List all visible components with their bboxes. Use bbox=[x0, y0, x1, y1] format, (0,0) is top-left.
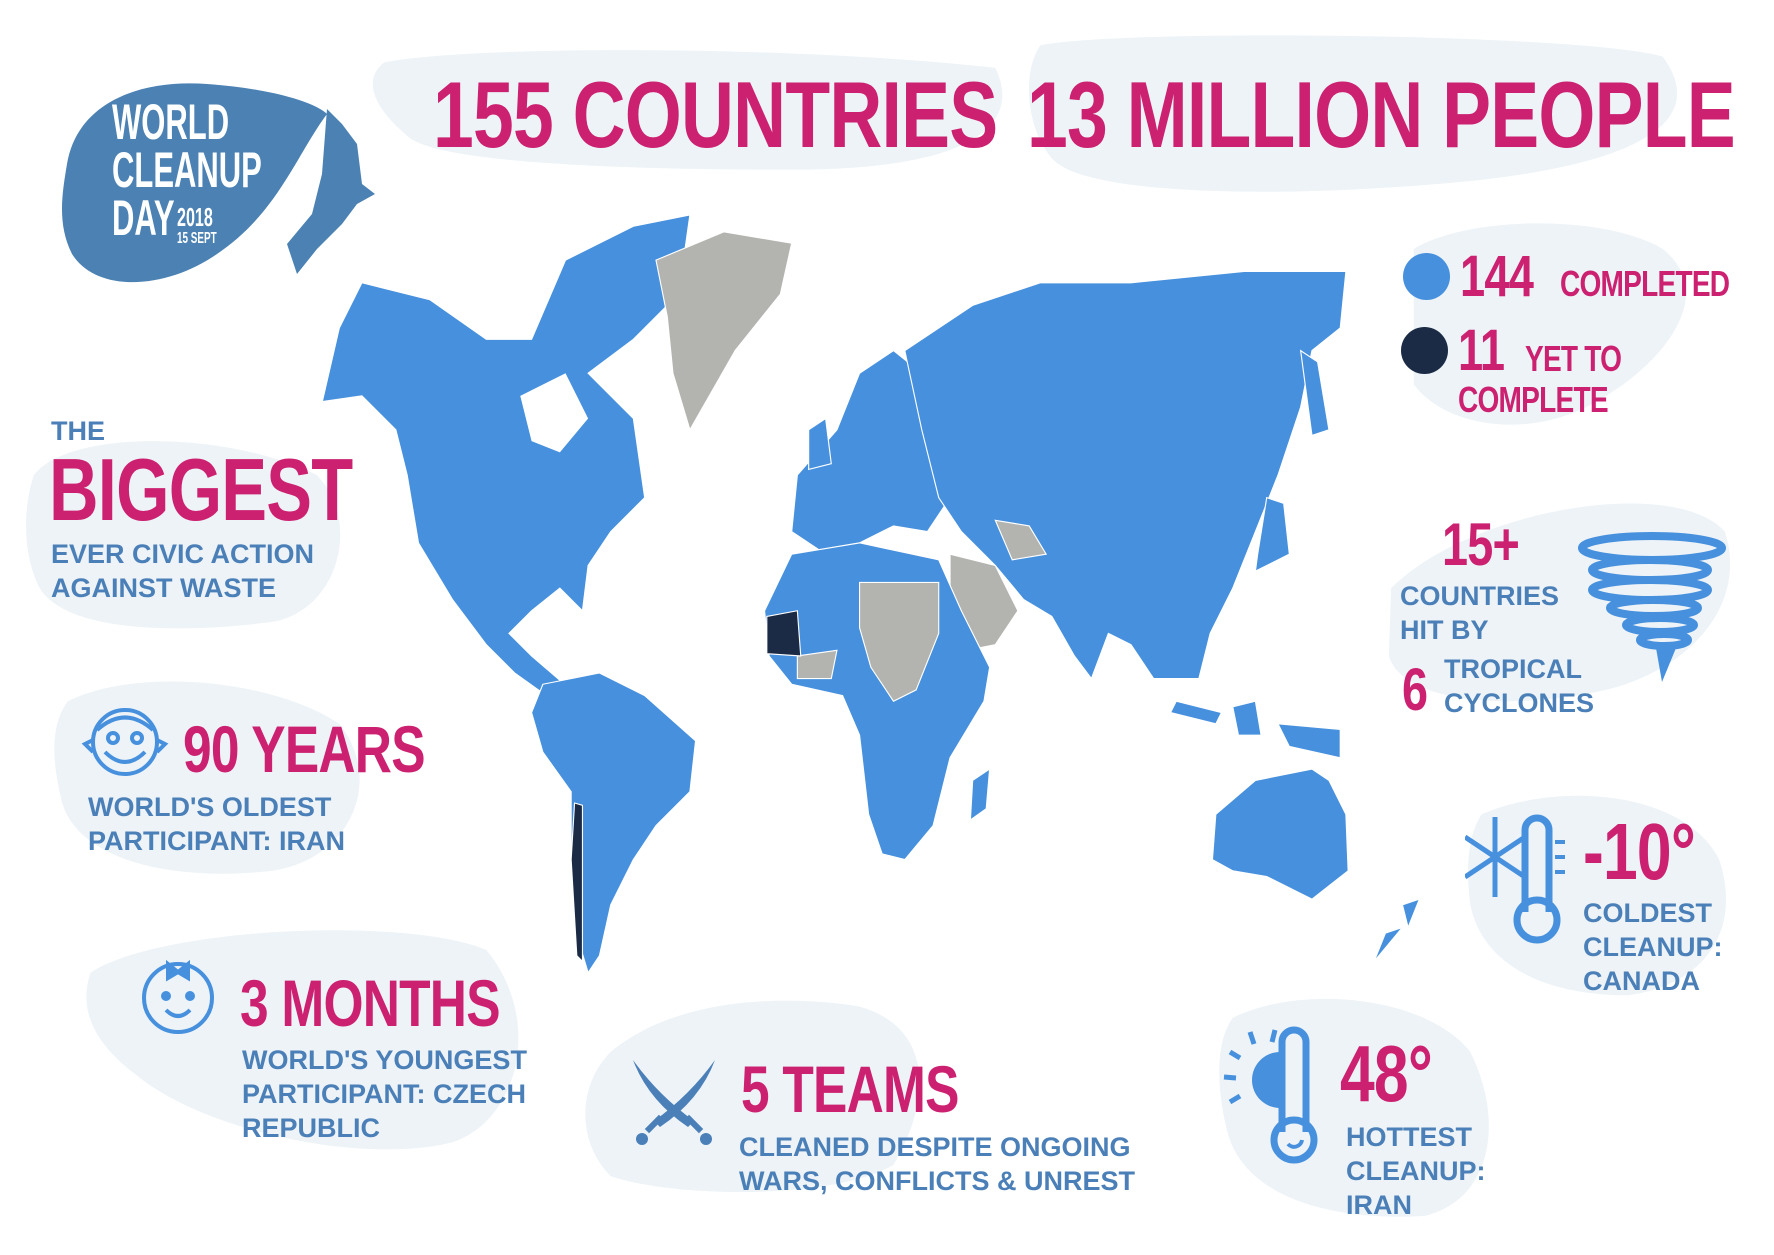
coldest-title: -10° bbox=[1583, 807, 1696, 896]
chile bbox=[570, 802, 584, 963]
cyclones-count: 6 bbox=[1402, 656, 1428, 723]
logo-word-day: DAY bbox=[112, 190, 175, 246]
logo-word-cleanup: CLEANUP bbox=[112, 142, 262, 198]
logo-word-world: WORLD bbox=[112, 94, 230, 150]
legend-pending-label-2: COMPLETE bbox=[1458, 379, 1609, 420]
cyclones-number: 15+ bbox=[1442, 511, 1520, 578]
climber-logo-shape bbox=[62, 83, 375, 283]
logo-date: 15 SEPT bbox=[177, 230, 217, 247]
oldest-line2: PARTICIPANT: IRAN bbox=[88, 826, 345, 856]
biggest-pre: THE bbox=[51, 416, 105, 446]
legend-completed-dot bbox=[1403, 253, 1450, 300]
australia bbox=[1211, 768, 1349, 900]
mauritania bbox=[766, 610, 802, 657]
hottest-title: 48° bbox=[1340, 1029, 1433, 1118]
youngest-line3: REPUBLIC bbox=[242, 1113, 381, 1143]
cyclones-line2: HIT BY bbox=[1400, 615, 1489, 645]
crossed-swords-icon bbox=[633, 1060, 715, 1145]
asia bbox=[904, 270, 1347, 680]
sun-thermometer-icon bbox=[1223, 1026, 1318, 1164]
tornado-icon bbox=[1578, 532, 1726, 682]
uk bbox=[808, 417, 832, 471]
biggest-line1: EVER CIVIC ACTION bbox=[51, 539, 315, 569]
hudson-bay bbox=[520, 373, 589, 453]
coldest-line1: COLDEST bbox=[1583, 898, 1713, 928]
oldest-line1: WORLD'S OLDEST bbox=[88, 792, 332, 822]
japan bbox=[1254, 496, 1290, 573]
cyclones-line4: CYCLONES bbox=[1444, 688, 1595, 718]
headline-countries: 155 COUNTRIES bbox=[433, 62, 998, 167]
teams-line2: WARS, CONFLICTS & UNREST bbox=[739, 1166, 1135, 1196]
coldest-line3: CANADA bbox=[1583, 966, 1700, 996]
teams-line1: CLEANED DESPITE ONGOING bbox=[739, 1132, 1131, 1162]
legend-pending-label-1: YET TO bbox=[1525, 338, 1622, 379]
hottest-line3: IRAN bbox=[1346, 1190, 1412, 1220]
new-zealand bbox=[1373, 898, 1421, 962]
youngest-title: 3 MONTHS bbox=[240, 966, 501, 1040]
legend-pending-dot bbox=[1401, 327, 1448, 374]
coldest-line2: CLEANUP: bbox=[1583, 932, 1723, 962]
legend-pending-number: 11 bbox=[1458, 318, 1505, 383]
legend-completed-label: COMPLETED bbox=[1560, 263, 1730, 304]
south-america bbox=[530, 672, 697, 974]
youngest-line1: WORLD'S YOUNGEST bbox=[242, 1045, 527, 1075]
snowflake-thermometer-icon bbox=[1465, 814, 1565, 944]
madagascar bbox=[969, 767, 991, 822]
youngest-line2: PARTICIPANT: CZECH bbox=[242, 1079, 526, 1109]
north-america bbox=[321, 214, 691, 702]
greenland bbox=[655, 231, 793, 432]
cyclones-line3: TROPICAL bbox=[1444, 654, 1582, 684]
kamchatka bbox=[1299, 349, 1330, 437]
africa-gray bbox=[796, 581, 940, 702]
biggest-title: BIGGEST bbox=[49, 440, 353, 539]
indonesia bbox=[1169, 700, 1341, 759]
legend-completed-number: 144 bbox=[1460, 244, 1534, 309]
oldest-title: 90 YEARS bbox=[183, 712, 426, 786]
cyclones-line1: COUNTRIES bbox=[1400, 581, 1560, 611]
teams-title: 5 TEAMS bbox=[741, 1052, 959, 1126]
logo: WORLD CLEANUP DAY 2018 15 SEPT bbox=[57, 74, 387, 296]
logo-year: 2018 bbox=[177, 202, 213, 232]
baby-icon bbox=[142, 959, 214, 1034]
hottest-line2: CLEANUP: bbox=[1346, 1156, 1486, 1186]
headline-people: 13 MILLION PEOPLE bbox=[1027, 62, 1736, 167]
biggest-line2: AGAINST WASTE bbox=[51, 573, 277, 603]
hottest-line1: HOTTEST bbox=[1346, 1122, 1472, 1152]
old-man-icon bbox=[81, 708, 169, 776]
